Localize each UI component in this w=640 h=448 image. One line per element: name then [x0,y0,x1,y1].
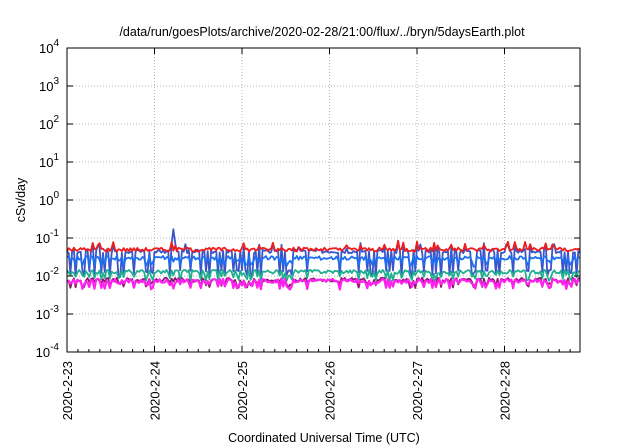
grid [67,48,580,352]
x-tick-label: 2020-2-24 [148,361,163,420]
chart-title: /data/run/goesPlots/archive/2020-02-28/2… [119,25,525,39]
x-axis-label: Coordinated Universal Time (UTC) [228,431,420,445]
y-tick-label: 102 [39,114,59,132]
y-tick-label: 10-2 [36,266,60,284]
series-line [67,255,580,268]
series-line [66,268,581,283]
series-line [66,277,581,291]
x-tick-label: 2020-2-26 [323,361,338,420]
series-layer [66,228,581,291]
y-tick-label: 10-4 [36,342,60,360]
x-tick-label: 2020-2-25 [235,361,250,420]
y-tick-label: 103 [39,76,59,94]
series-line [66,239,581,253]
y-tick-label: 101 [39,152,59,170]
y-axis-label: cSv/day [14,177,28,222]
y-tick-label: 100 [39,190,59,208]
plot-frame [66,47,581,353]
series-line [66,228,581,278]
x-tick-label: 2020-2-28 [498,361,513,420]
x-tick-label: 2020-2-27 [410,361,425,420]
y-tick-label: 10-1 [36,228,60,246]
y-tick-label: 10-3 [36,304,60,322]
axes: 10-4 10-3 10-2 10-1 100 101 102 103 104 2020-2-23… [36,38,580,420]
x-tick-label: 2020-2-23 [60,361,75,420]
y-tick-label: 104 [39,38,59,56]
